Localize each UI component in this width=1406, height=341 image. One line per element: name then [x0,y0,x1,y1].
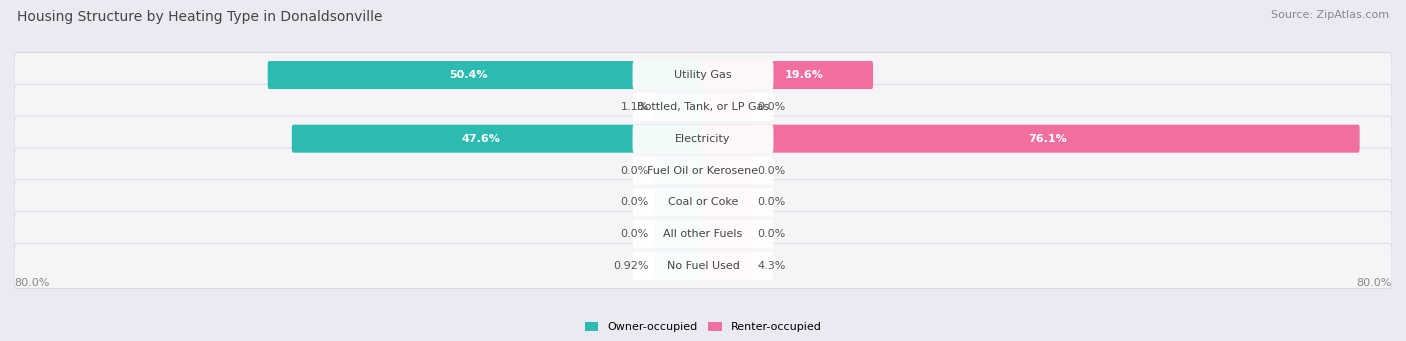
FancyBboxPatch shape [14,84,1392,130]
Text: Bottled, Tank, or LP Gas: Bottled, Tank, or LP Gas [637,102,769,112]
FancyBboxPatch shape [702,157,752,184]
FancyBboxPatch shape [14,116,1392,161]
FancyBboxPatch shape [267,61,704,89]
FancyBboxPatch shape [702,252,752,280]
Text: 76.1%: 76.1% [1029,134,1067,144]
Text: 0.0%: 0.0% [620,197,648,207]
FancyBboxPatch shape [633,92,773,121]
FancyBboxPatch shape [14,243,1392,288]
Text: Utility Gas: Utility Gas [675,70,731,80]
Text: 0.92%: 0.92% [613,261,648,271]
Text: 4.3%: 4.3% [758,261,786,271]
FancyBboxPatch shape [633,252,773,280]
FancyBboxPatch shape [702,125,1360,153]
Text: Electricity: Electricity [675,134,731,144]
Text: 0.0%: 0.0% [620,229,648,239]
Text: 80.0%: 80.0% [14,278,49,288]
FancyBboxPatch shape [633,156,773,185]
Text: 50.4%: 50.4% [450,70,488,80]
Text: 1.1%: 1.1% [620,102,648,112]
FancyBboxPatch shape [702,61,873,89]
Text: 0.0%: 0.0% [620,165,648,176]
Text: 0.0%: 0.0% [758,229,786,239]
Text: 0.0%: 0.0% [758,165,786,176]
Text: Fuel Oil or Kerosene: Fuel Oil or Kerosene [647,165,759,176]
Text: No Fuel Used: No Fuel Used [666,261,740,271]
Text: 19.6%: 19.6% [785,70,824,80]
FancyBboxPatch shape [292,125,704,153]
FancyBboxPatch shape [702,93,752,121]
FancyBboxPatch shape [633,61,773,89]
FancyBboxPatch shape [14,53,1392,98]
FancyBboxPatch shape [654,157,704,184]
FancyBboxPatch shape [654,188,704,216]
FancyBboxPatch shape [633,124,773,153]
Text: 47.6%: 47.6% [461,134,501,144]
FancyBboxPatch shape [14,211,1392,257]
Legend: Owner-occupied, Renter-occupied: Owner-occupied, Renter-occupied [581,317,825,337]
Text: 80.0%: 80.0% [1357,278,1392,288]
Text: 0.0%: 0.0% [758,102,786,112]
Text: Coal or Coke: Coal or Coke [668,197,738,207]
FancyBboxPatch shape [702,188,752,216]
FancyBboxPatch shape [14,180,1392,225]
FancyBboxPatch shape [654,252,704,280]
FancyBboxPatch shape [14,148,1392,193]
FancyBboxPatch shape [654,220,704,248]
Text: Housing Structure by Heating Type in Donaldsonville: Housing Structure by Heating Type in Don… [17,10,382,24]
Text: 0.0%: 0.0% [758,197,786,207]
FancyBboxPatch shape [654,93,704,121]
Text: All other Fuels: All other Fuels [664,229,742,239]
Text: Source: ZipAtlas.com: Source: ZipAtlas.com [1271,10,1389,20]
FancyBboxPatch shape [633,188,773,217]
FancyBboxPatch shape [702,220,752,248]
FancyBboxPatch shape [633,220,773,249]
